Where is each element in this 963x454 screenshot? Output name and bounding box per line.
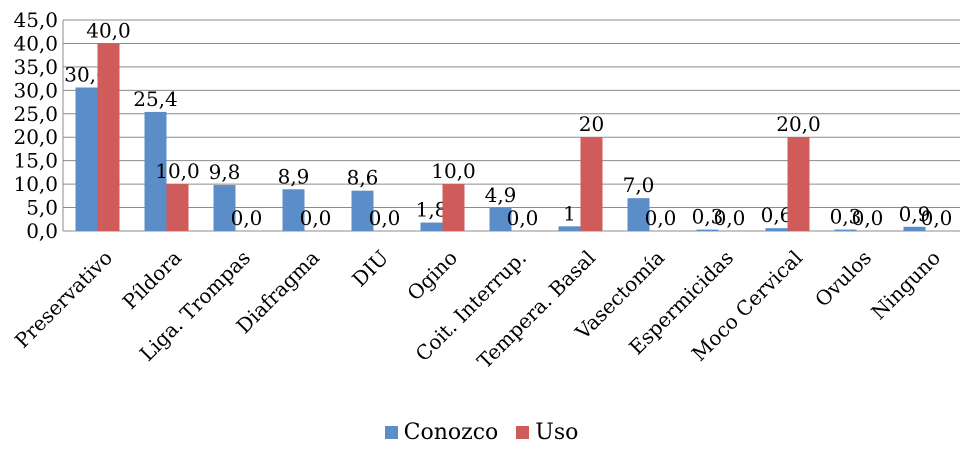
- data-label: 0,3: [692, 205, 724, 229]
- data-label: 25,4: [133, 87, 178, 111]
- data-label: 0,0: [852, 206, 884, 230]
- data-label: 8,6: [347, 166, 379, 190]
- y-tick-label: 25,0: [13, 102, 58, 126]
- data-label: 0,0: [231, 206, 263, 230]
- data-label: 4,9: [485, 183, 517, 207]
- data-label: 0,0: [645, 206, 677, 230]
- bar-conozco: [351, 190, 374, 231]
- y-tick-label: 0,0: [26, 219, 58, 243]
- bar-conozco: [834, 229, 857, 231]
- y-tick-label: 30,0: [13, 78, 58, 102]
- bar-uso: [166, 184, 189, 231]
- data-label: 20,0: [776, 112, 821, 136]
- data-label: 0,0: [714, 206, 746, 230]
- bar-uso: [580, 137, 603, 231]
- data-label: 40,0: [86, 18, 131, 42]
- data-label: 9,8: [209, 160, 241, 184]
- y-tick-label: 40,0: [13, 31, 58, 55]
- data-label: 10,0: [155, 159, 200, 183]
- bar-conozco: [903, 226, 926, 231]
- data-label: 0,9: [899, 202, 931, 226]
- bar-conozco: [144, 111, 167, 231]
- y-tick-label: 20,0: [13, 125, 58, 149]
- data-label: 8,9: [278, 164, 310, 188]
- x-tick-label: Ovulos: [810, 246, 876, 312]
- bar-uso: [97, 43, 120, 231]
- data-label: 0,6: [761, 203, 793, 227]
- data-label: 0,0: [507, 206, 539, 230]
- x-tick-label: Píldora: [118, 246, 186, 314]
- legend-label-conozco: Conozco: [403, 420, 499, 445]
- bar-conozco: [75, 87, 98, 232]
- x-tick-label: Preservativo: [10, 246, 117, 353]
- bar-conozco: [489, 208, 512, 231]
- data-label: 7,0: [623, 173, 655, 197]
- data-label: 1,8: [416, 198, 448, 222]
- bar-conozco: [765, 228, 788, 231]
- bar-conozco: [282, 189, 305, 231]
- x-tick-label: Ogino: [402, 246, 462, 306]
- y-tick-label: 10,0: [13, 172, 58, 196]
- bar-conozco: [213, 185, 236, 231]
- data-label: 1: [563, 201, 576, 225]
- bar-conozco: [627, 198, 650, 231]
- bar-uso: [787, 137, 810, 231]
- x-tick-label: Ninguno: [866, 246, 945, 325]
- legend-item-conozco: Conozco: [384, 420, 499, 445]
- bar-uso: [442, 184, 465, 231]
- y-tick-label: 35,0: [13, 55, 58, 79]
- x-tick-label: DIU: [347, 246, 393, 292]
- data-label: 0,0: [300, 206, 332, 230]
- data-label: 10,0: [431, 159, 476, 183]
- legend-swatch-uso: [516, 426, 530, 439]
- legend-label-uso: Uso: [535, 420, 579, 445]
- legend: Conozco Uso: [0, 420, 963, 445]
- bar-conozco: [558, 226, 581, 231]
- bar-conozco: [420, 222, 443, 231]
- data-label: 0,0: [921, 206, 953, 230]
- y-tick-label: 45,0: [13, 8, 58, 32]
- legend-item-uso: Uso: [516, 420, 578, 445]
- data-label: 0,3: [830, 205, 862, 229]
- data-label: 0,0: [369, 206, 401, 230]
- y-tick-label: 5,0: [26, 196, 58, 220]
- x-tick-label: Tempera. Basal: [472, 246, 600, 374]
- legend-swatch-conozco: [384, 426, 398, 439]
- data-label: 20: [579, 112, 604, 136]
- y-tick-label: 15,0: [13, 149, 58, 173]
- bar-conozco: [696, 229, 719, 231]
